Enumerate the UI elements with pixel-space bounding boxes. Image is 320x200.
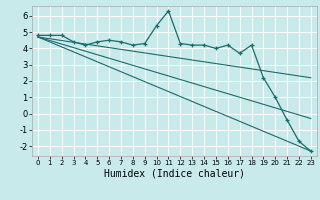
X-axis label: Humidex (Indice chaleur): Humidex (Indice chaleur) bbox=[104, 169, 245, 179]
